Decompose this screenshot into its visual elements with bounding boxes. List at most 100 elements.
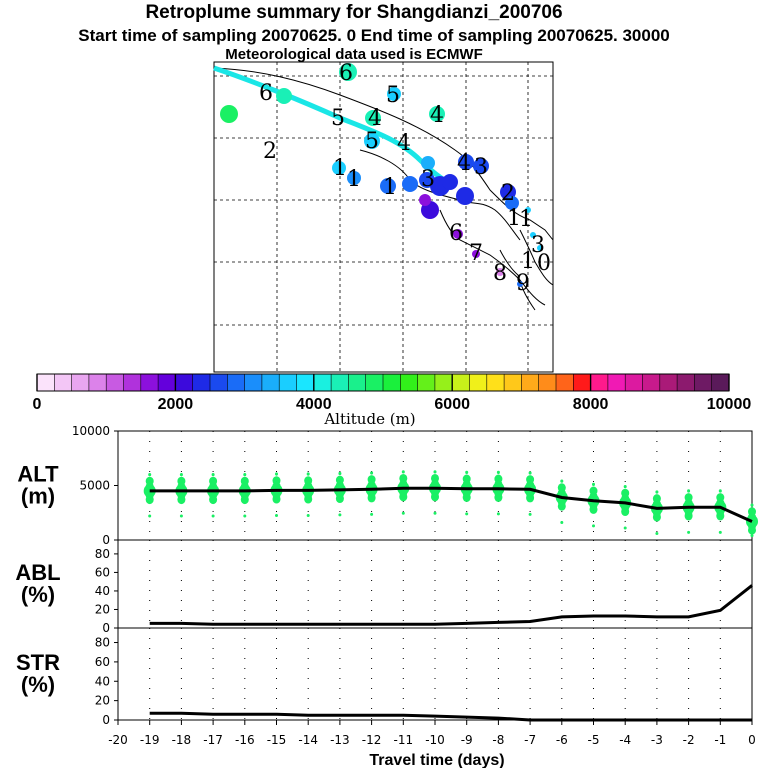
y-tick-label: 0	[102, 713, 110, 727]
colorbar-segment	[400, 374, 418, 391]
colorbar-segment	[677, 374, 695, 391]
map-frame	[213, 61, 554, 373]
x-tick-label: -3	[651, 733, 663, 747]
colorbar-segment	[434, 374, 453, 391]
y-axis-label: ALT	[17, 462, 59, 487]
altitude-sample	[370, 512, 374, 516]
colorbar-segment	[244, 374, 263, 391]
colorbar-segment	[123, 374, 142, 391]
map-day-label: 4	[397, 131, 411, 156]
x-tick-label: -5	[588, 733, 600, 747]
altitude-sample	[750, 534, 754, 538]
altitude-sample	[655, 531, 659, 535]
altitude-sample	[560, 479, 564, 483]
altitude-sample	[211, 472, 215, 477]
colorbar-segment	[521, 374, 539, 391]
altitude-sample	[240, 476, 249, 486]
altitude-sample	[526, 475, 535, 484]
plume-point	[364, 133, 380, 149]
altitude-sample	[338, 471, 342, 476]
y-tick-label: 5000	[79, 479, 110, 493]
altitude-sample	[465, 470, 469, 475]
altitude-sample	[592, 524, 595, 528]
altitude-sample	[306, 472, 310, 476]
altitude-sample	[718, 530, 722, 534]
x-tick-label: -7	[524, 733, 536, 747]
altitude-sample	[655, 490, 659, 494]
colorbar-segment	[175, 374, 193, 391]
x-tick-label: 0	[748, 733, 756, 747]
y-tick-label: 20	[95, 602, 110, 616]
plume-point	[339, 63, 357, 81]
map-day-label: 1	[521, 249, 535, 274]
x-tick-label: -11	[393, 733, 413, 747]
altitude-sample	[623, 484, 627, 489]
colorbar-segment	[642, 374, 661, 391]
y-axis-unit: (m)	[21, 484, 55, 509]
median-line	[149, 584, 753, 626]
altitude-sample	[367, 475, 376, 484]
y-axis-label: ABL	[15, 560, 60, 585]
colorbar-segment	[192, 374, 211, 391]
altitude-sample	[623, 526, 627, 530]
colorbar-segment	[469, 374, 488, 391]
altitude-sample	[401, 511, 405, 515]
altitude-sample	[496, 512, 500, 516]
altitude-sample	[145, 476, 154, 486]
map-day-label: 5	[365, 129, 379, 154]
map-day-label: 3	[474, 155, 488, 180]
plume-point	[402, 176, 418, 192]
plume-point	[496, 268, 504, 276]
altitude-sample	[179, 472, 183, 477]
panel-frame	[117, 627, 753, 721]
x-axis: -20 -19 -18 -17 -16 -15 -14 -13 -12 -11 -10 -9 -8 -7-…	[108, 720, 756, 747]
met-data-note: Meteorological data used is ECMWF	[225, 46, 483, 63]
colorbar-segment	[348, 374, 366, 391]
plume-point	[517, 281, 523, 287]
colorbar-segment	[607, 374, 626, 391]
y-tick-label: 40	[95, 674, 110, 688]
altitude-sample	[433, 470, 437, 474]
plume-point	[332, 161, 346, 175]
plume-point	[365, 110, 381, 126]
map-day-label: 3	[531, 233, 545, 258]
plume-point	[458, 154, 474, 170]
x-tick-label: -19	[140, 733, 160, 747]
plume-point	[421, 156, 435, 170]
colorbar-segment	[486, 374, 505, 391]
altitude-sample	[370, 471, 374, 475]
altitude-sample	[592, 482, 595, 487]
x-tick-label: -4	[619, 733, 631, 747]
colorbar-segment	[383, 374, 401, 391]
y-axis-label: STR	[16, 650, 60, 675]
y-tick-label: 40	[95, 584, 110, 598]
colorbar-tick-label: 6000	[434, 396, 470, 413]
colorbar-segment	[106, 374, 124, 391]
plume-point	[456, 187, 474, 205]
colorbar-segment	[261, 374, 280, 391]
altitude-sample	[275, 513, 278, 517]
str-panel: 80 60 40 20 0 STR(%)	[16, 627, 753, 727]
map-day-label: 2	[263, 139, 277, 164]
altitude-sample	[304, 476, 313, 485]
panel-frame	[117, 539, 753, 629]
altitude-sample	[177, 476, 186, 486]
altitude-sample	[687, 530, 691, 534]
colorbar-segment	[158, 374, 176, 391]
colorbar-segment	[88, 374, 107, 391]
altitude-sample	[272, 476, 281, 485]
x-tick-label: -2	[683, 733, 695, 747]
x-tick-label: -13	[330, 733, 350, 747]
colorbar-segment	[417, 374, 436, 391]
altitude-sample	[399, 474, 408, 483]
x-tick-label: -10	[425, 733, 445, 747]
altitude-sample	[716, 493, 725, 502]
plume-point	[537, 245, 543, 251]
x-tick-label: -18	[172, 733, 192, 747]
colorbar-segment	[590, 374, 609, 391]
colorbar-tick-label: 0	[33, 396, 42, 413]
x-tick-label: -9	[461, 733, 473, 747]
plume-point	[419, 194, 431, 206]
map-day-label: 6	[339, 61, 353, 86]
